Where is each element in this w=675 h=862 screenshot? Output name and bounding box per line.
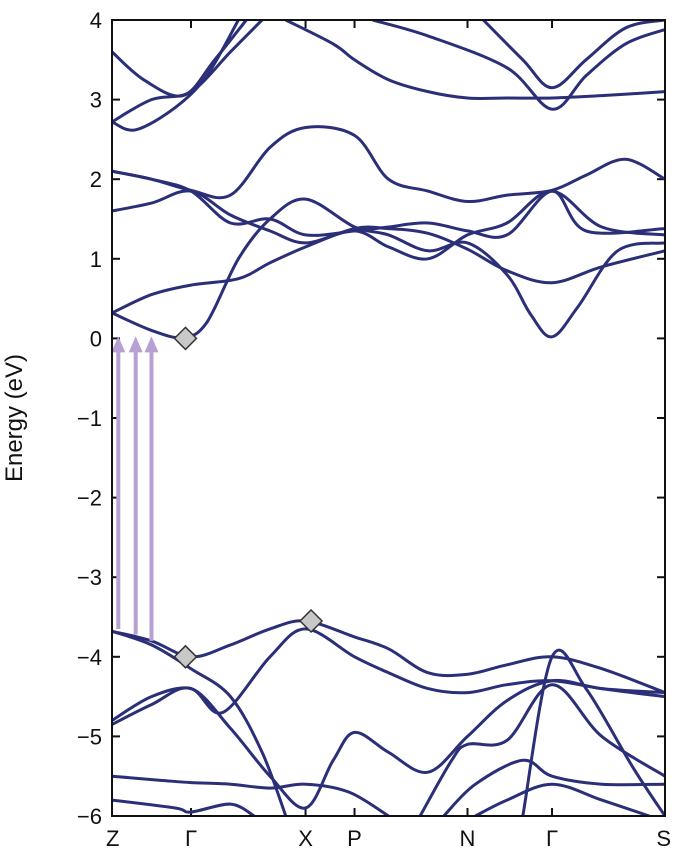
y-tick-label: −5 bbox=[77, 724, 102, 749]
band-line-3 bbox=[112, 169, 665, 239]
x-tick-label: X bbox=[298, 826, 313, 851]
x-tick-label: Γ bbox=[185, 826, 197, 851]
y-tick-label: −6 bbox=[77, 804, 102, 829]
diamond-marker-1 bbox=[173, 644, 198, 669]
band-lines bbox=[112, 20, 665, 816]
x-tick-label: N bbox=[460, 826, 476, 851]
y-tick-label: 3 bbox=[90, 88, 102, 113]
y-tick-label: −3 bbox=[77, 565, 102, 590]
band-line-7 bbox=[112, 20, 264, 124]
x-tick-label: P bbox=[347, 826, 362, 851]
y-axis-ticks: 4 3 2 1 0 −1 −2 −3 −4 −5 −6 bbox=[77, 8, 665, 829]
transition-arrows bbox=[111, 336, 159, 641]
band-line-19 bbox=[474, 782, 650, 816]
y-tick-label: −2 bbox=[77, 486, 102, 511]
band-line-0 bbox=[112, 197, 665, 340]
extremum-markers bbox=[173, 326, 324, 669]
band-line-10 bbox=[482, 20, 665, 90]
diamond-marker-2 bbox=[299, 608, 324, 634]
band-line-14 bbox=[112, 627, 665, 722]
band-line-16 bbox=[112, 798, 255, 816]
x-tick-label: Z bbox=[106, 826, 119, 851]
y-tick-label: 1 bbox=[90, 247, 102, 272]
band-line-4 bbox=[112, 125, 665, 204]
plot-frame bbox=[111, 19, 666, 817]
band-line-15 bbox=[112, 774, 390, 816]
band-line-12 bbox=[112, 629, 288, 816]
band-line-13 bbox=[112, 678, 665, 810]
band-line-18 bbox=[442, 758, 665, 816]
y-tick-label: 0 bbox=[90, 326, 102, 351]
y-axis-label: Energy (eV) bbox=[1, 354, 28, 482]
y-tick-label: −4 bbox=[77, 645, 102, 670]
diamond-marker-0 bbox=[173, 326, 198, 351]
transition-arrowhead-0 bbox=[111, 336, 126, 353]
band-line-5 bbox=[112, 20, 240, 132]
band-line-9 bbox=[372, 20, 665, 111]
band-line-8 bbox=[285, 20, 665, 100]
x-tick-label: Γ bbox=[546, 826, 558, 851]
band-line-2 bbox=[112, 189, 665, 261]
band-line-20 bbox=[521, 648, 665, 816]
transition-arrowhead-2 bbox=[144, 336, 159, 353]
y-tick-label: 4 bbox=[90, 8, 102, 33]
band-line-17 bbox=[418, 683, 665, 816]
transition-arrowhead-1 bbox=[128, 336, 143, 353]
x-tick-label: S bbox=[656, 826, 671, 851]
y-tick-label: −1 bbox=[77, 406, 102, 431]
y-tick-label: 2 bbox=[90, 167, 102, 192]
